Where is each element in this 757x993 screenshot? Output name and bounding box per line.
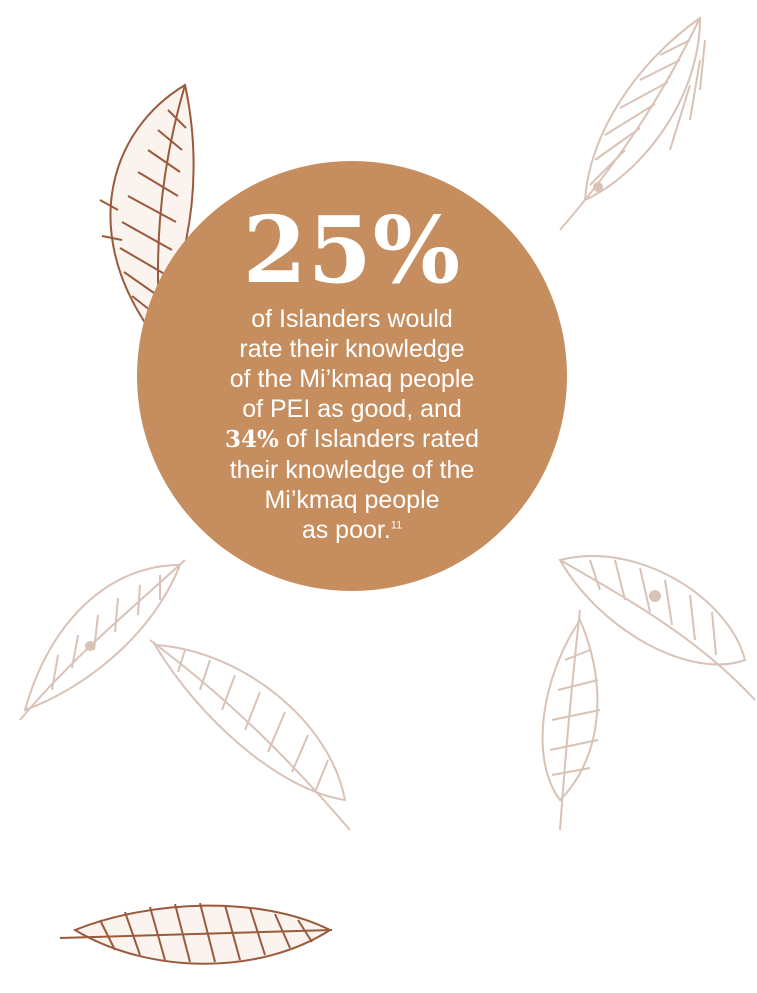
stat-text: 25% of Islanders would rate their knowle…: [137, 200, 567, 545]
feather-icon: [541, 609, 601, 831]
stat-circle: [137, 161, 567, 591]
stat-percentage: 25%: [242, 196, 462, 304]
stat-line-3: of the Mi’kmaq people: [229, 365, 475, 393]
stat-line-4: of PEI as good, and: [242, 395, 462, 423]
footnote-marker: 11: [390, 519, 403, 532]
feather-icon: [558, 555, 756, 701]
feather-icon: [19, 559, 186, 721]
stat-line-6: their knowledge of the: [229, 456, 475, 484]
stat-line-2: rate their knowledge: [239, 335, 465, 363]
feather-icon: [59, 902, 333, 965]
feather-icon: [559, 16, 706, 231]
stat-line-5-rest: of Islanders rated: [278, 425, 479, 453]
stat-line-8: as poor.11: [137, 515, 567, 545]
stat-line-5: 34% of Islanders rated: [137, 424, 567, 455]
stat-last-line: as poor.: [301, 516, 391, 544]
stat-line-1: of Islanders would: [251, 305, 453, 333]
feather-icon: [149, 639, 351, 831]
stat-line-7: Mi’kmaq people: [264, 486, 440, 514]
second-percentage: 34%: [225, 426, 279, 453]
